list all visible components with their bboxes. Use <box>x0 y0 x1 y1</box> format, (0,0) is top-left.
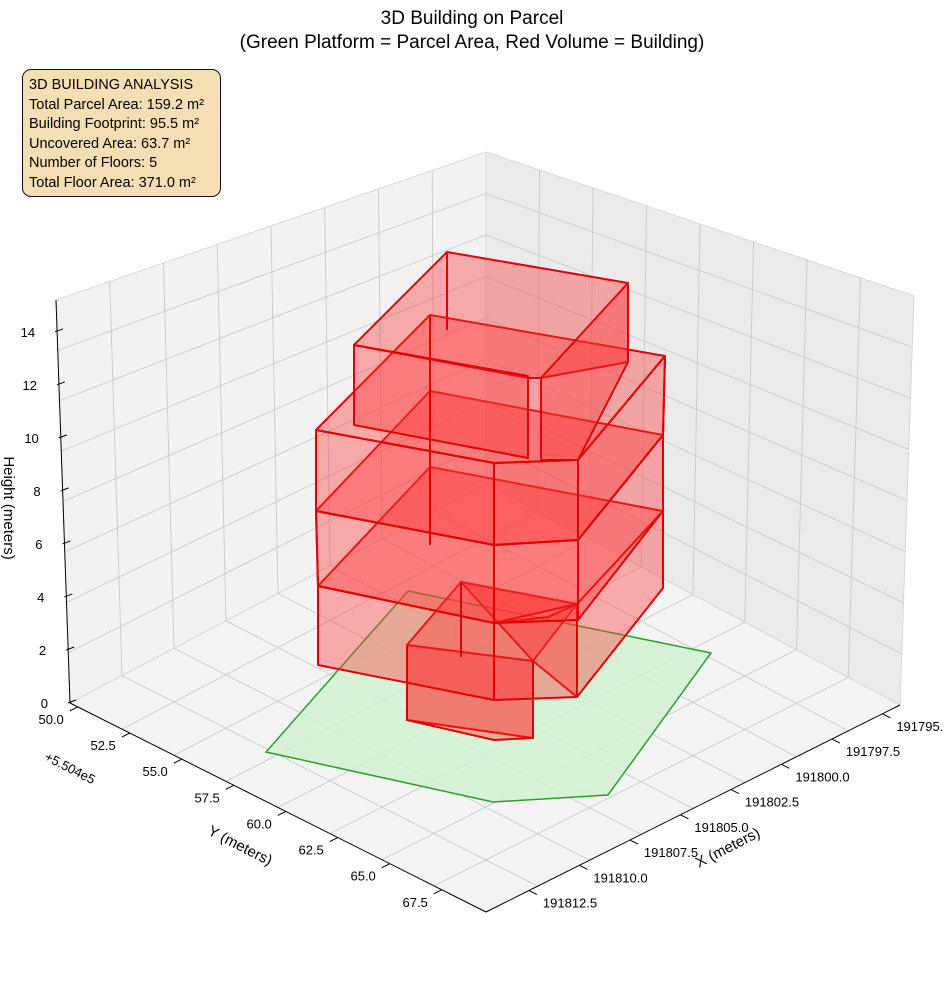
z-tick-label: 10 <box>24 431 38 446</box>
z-tick-label: 4 <box>37 590 44 605</box>
x-tick-label: 191805.0 <box>694 820 748 835</box>
right-pane-grid-line <box>485 234 911 399</box>
y-tick-label: 60.0 <box>246 816 271 831</box>
left-pane-grid-line <box>57 193 487 351</box>
right-pane-grid-line <box>796 259 808 650</box>
y-tick-label: 55.0 <box>142 764 167 779</box>
x-tick-mark <box>882 713 891 719</box>
z-tick-mark <box>56 381 66 386</box>
parcel-platform <box>264 590 713 803</box>
chart-title-line-2: (Green Platform = Parcel Area, Red Volum… <box>239 32 705 53</box>
building-volume <box>315 251 666 741</box>
building-edge <box>662 355 666 436</box>
z-tick-mark <box>62 540 71 545</box>
x-tick-label: 191795.0 <box>896 719 944 734</box>
info-footprint: Building Footprint: 95.5 m² <box>29 116 200 132</box>
x-tick-mark <box>680 814 689 820</box>
z-tick-label: 2 <box>39 643 46 658</box>
right-pane-grid-line <box>744 241 754 623</box>
y-tick-mark <box>69 706 79 712</box>
right-pane-grid-line <box>485 276 909 450</box>
x-tick-label: 191807.5 <box>644 845 698 860</box>
left-pane-grid-line <box>324 207 331 567</box>
chart-title-line-1: 3D Building on Parcel <box>380 8 564 29</box>
y-tick-label: 50.0 <box>38 712 63 727</box>
y-offset-label: +5.504e5 <box>42 749 97 787</box>
z-tick-mark <box>64 593 73 598</box>
y-tick-mark <box>173 758 183 764</box>
y-tick-label: 65.0 <box>350 869 375 884</box>
x-tick-mark <box>579 864 588 870</box>
x-tick-mark <box>730 789 740 795</box>
z-tick-mark <box>54 328 64 333</box>
y-tick-label: 67.5 <box>402 895 427 910</box>
z-axis-label: Height (meters) <box>0 456 17 559</box>
left-pane-grid-line <box>61 276 487 452</box>
right-pane-grid-line <box>692 223 701 595</box>
y-tick-mark <box>277 810 287 816</box>
left-pane-grid-line <box>59 234 487 402</box>
y-tick-mark <box>329 837 339 842</box>
z-tick-mark <box>60 487 69 492</box>
analysis-info-box: 3D BUILDING ANALYSIS Total Parcel Area: … <box>22 69 221 197</box>
info-floors: Number of Floors: 5 <box>29 155 158 171</box>
x-tick-label: 191797.5 <box>846 744 900 759</box>
z-tick-mark <box>65 646 75 651</box>
z-tick-label: 12 <box>22 378 36 393</box>
floor-grid-line <box>433 676 849 887</box>
floor-grid-line <box>433 510 849 732</box>
x-tick-mark <box>528 890 538 895</box>
right-pane-grid-line <box>485 193 913 348</box>
x-tick-mark <box>831 738 841 744</box>
x-tick-label: 191800.0 <box>795 769 849 784</box>
left-pane-grid-line <box>270 225 279 594</box>
z-tick-label: 14 <box>21 325 35 340</box>
info-heading: 3D BUILDING ANALYSIS <box>29 77 194 93</box>
z-tick-label: 6 <box>35 537 42 552</box>
x-tick-label: 191812.5 <box>543 896 597 911</box>
info-floor-area: Total Floor Area: 371.0 m² <box>29 174 196 191</box>
y-tick-mark <box>381 863 391 869</box>
x-tick-label: 191810.0 <box>593 870 647 885</box>
z-tick-mark <box>67 699 77 704</box>
y-tick-mark <box>121 732 131 738</box>
z-axis-line <box>55 299 71 704</box>
right-pane-grid-line <box>847 277 861 678</box>
left-pane-grid-line <box>431 170 435 512</box>
z-tick-label: 8 <box>33 484 40 499</box>
y-tick-mark <box>433 889 443 895</box>
building-edge <box>315 510 319 587</box>
y-axis-line <box>69 702 487 913</box>
y-tick-mark <box>225 784 235 790</box>
x-tick-mark <box>781 763 790 769</box>
x-axis-line <box>485 704 901 913</box>
info-parcel-area: Total Parcel Area: 159.2 m² <box>29 96 204 113</box>
x-tick-mark <box>629 839 639 845</box>
y-tick-label: 62.5 <box>298 843 323 858</box>
info-uncovered-area: Uncovered Area: 63.7 m² <box>29 135 191 152</box>
z-tick-label: 0 <box>41 696 48 711</box>
axis-ticks: 191795.0 191797.5 191800.0 191802.5 191805.0… <box>21 325 944 911</box>
y-tick-label: 52.5 <box>90 738 115 753</box>
z-tick-mark <box>58 434 67 439</box>
x-tick-label: 191802.5 <box>745 795 799 810</box>
y-tick-label: 57.5 <box>194 790 219 805</box>
